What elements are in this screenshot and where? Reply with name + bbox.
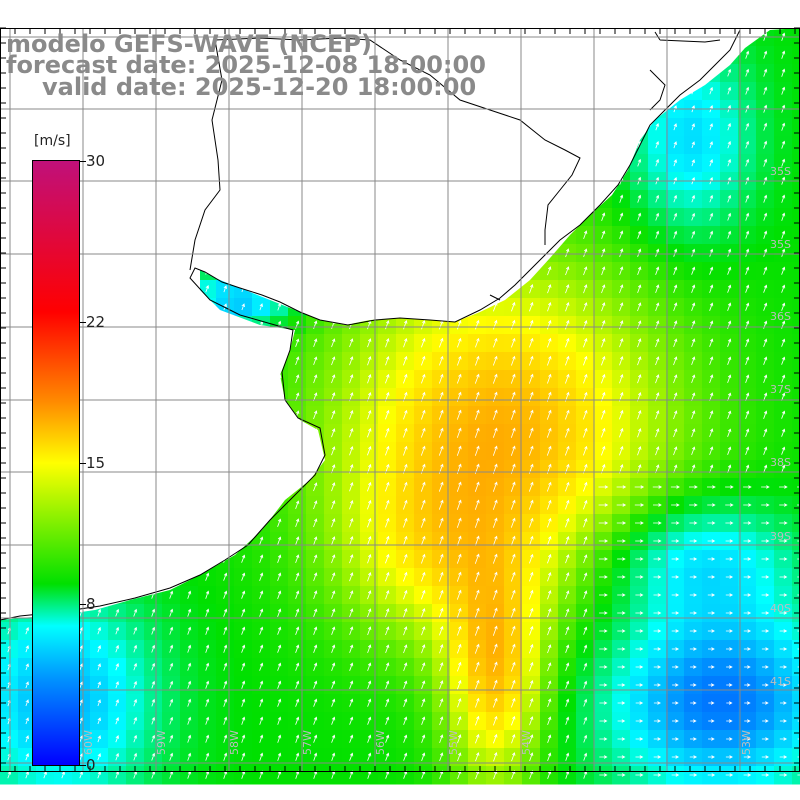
colorbar-tick-mark: [80, 463, 86, 464]
wind-cell: [792, 442, 800, 461]
latitude-label: 36S: [770, 310, 791, 323]
colorbar-gradient: [33, 161, 79, 765]
wind-cell: [792, 46, 800, 65]
wind-cell: [792, 190, 800, 209]
wind-cell: [792, 748, 800, 767]
wind-cell: [792, 766, 800, 785]
latitude-label: 35S: [770, 238, 791, 251]
wind-cell: [792, 532, 800, 551]
longitude-label: 60W: [82, 730, 95, 755]
wind-cell: [792, 586, 800, 605]
wind-cell: [792, 478, 800, 497]
wind-cell: [792, 406, 800, 425]
colorbar-tick-mark: [80, 603, 86, 605]
wind-arrow: [781, 50, 786, 59]
longitude-label: 54W: [520, 730, 533, 755]
wind-cell: [792, 82, 800, 101]
longitude-label: 58W: [228, 730, 241, 755]
colorbar-tick-mark: [80, 322, 86, 324]
wind-cell: [792, 550, 800, 569]
latitude-label: 41S: [770, 675, 791, 688]
colorbar-tick-label: 8: [86, 594, 96, 613]
longitude-label: 59W: [155, 730, 168, 755]
wind-cell: [792, 622, 800, 641]
wind-cell: [792, 226, 800, 245]
wind-cell: [792, 496, 800, 515]
wind-arrow: [763, 68, 768, 77]
wind-arrow: [745, 50, 750, 59]
wind-cell: [792, 676, 800, 695]
wind-cell: [792, 262, 800, 281]
latitude-label: 39S: [770, 530, 791, 543]
longitude-label: 53W: [740, 730, 753, 755]
wind-cell: [792, 460, 800, 479]
wind-cell: [792, 316, 800, 335]
wind-cell: [792, 370, 800, 389]
longitude-label: 57W: [301, 730, 314, 755]
wind-cell: [792, 712, 800, 731]
wind-cell: [792, 208, 800, 227]
colorbar-tick-label: 30: [86, 152, 106, 170]
longitude-label: 55W: [447, 730, 460, 755]
colorbar-tick-label: 22: [86, 313, 106, 332]
wind-cell: [792, 136, 800, 155]
latitude-label: 35S: [770, 165, 791, 178]
wind-cell: [792, 118, 800, 137]
wind-arrow: [745, 68, 750, 77]
wind-cell: [792, 568, 800, 587]
latitude-label: 37S: [770, 383, 791, 396]
wind-cell: [792, 388, 800, 407]
longitude-label: 56W: [374, 730, 387, 755]
wind-cell: [792, 658, 800, 677]
latitude-label: 38S: [770, 456, 791, 469]
wind-cell: [792, 298, 800, 317]
colorbar-tick-label: 0: [86, 756, 96, 774]
wind-arrow: [781, 68, 786, 77]
colorbar-tick-mark: [80, 765, 86, 766]
colorbar-tick-mark: [80, 161, 86, 162]
latitude-label: 40S: [770, 602, 791, 615]
wind-cell: [792, 640, 800, 659]
colorbar-tick-label: 15: [86, 454, 106, 472]
colorbar-units: [m/s]: [34, 133, 71, 149]
wind-cell: [792, 730, 800, 749]
wind-cell: [792, 352, 800, 371]
title-valid-date: valid date: 2025-12-20 18:00:00: [42, 73, 477, 101]
wind-arrow: [763, 50, 768, 59]
wind-arrow: [727, 68, 732, 77]
wind-cell: [792, 280, 800, 299]
